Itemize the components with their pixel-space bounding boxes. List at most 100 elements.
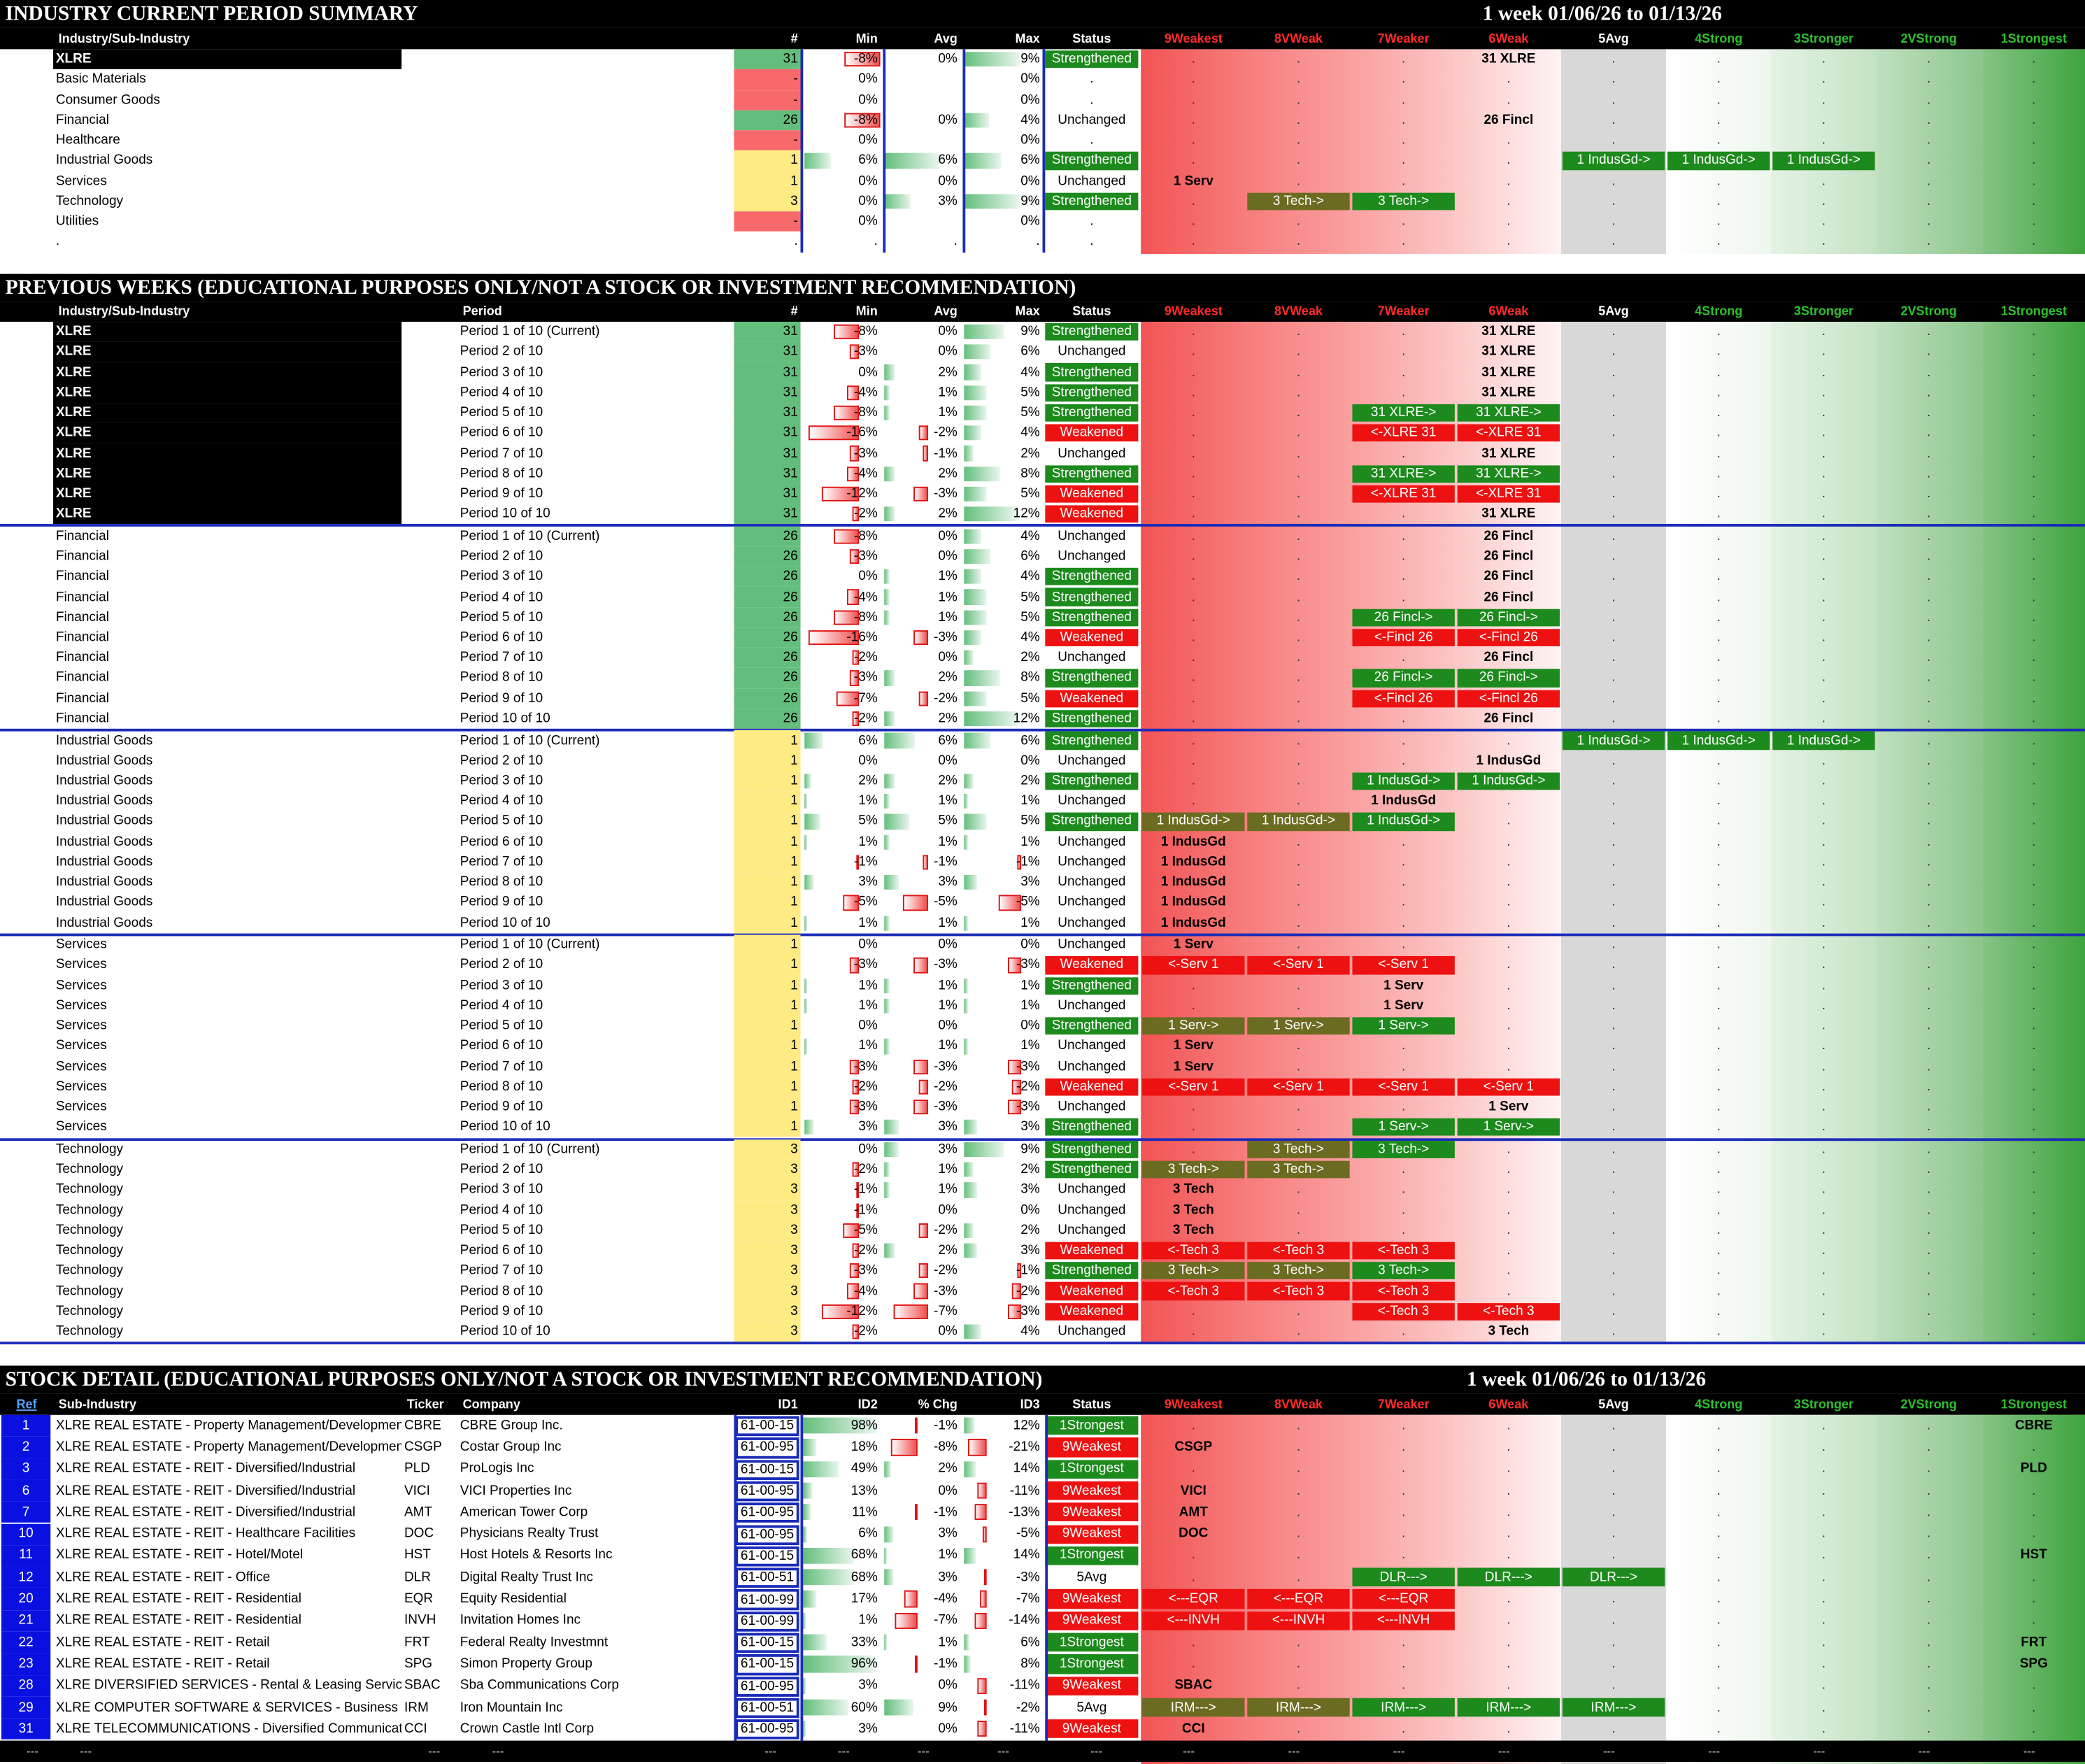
period-label: Period 5 of 10 bbox=[460, 1223, 543, 1238]
max-value: 0% bbox=[1020, 173, 1040, 189]
status-cell: Strengthened bbox=[1045, 1160, 1139, 1179]
ref-number[interactable]: 22 bbox=[1, 1631, 51, 1653]
status-cell: Strengthened bbox=[1045, 568, 1139, 586]
bucket-empty-dot: . bbox=[1296, 549, 1301, 564]
ref-number[interactable]: 20 bbox=[1, 1588, 51, 1610]
bucket-header: 2VStrong bbox=[1900, 304, 1957, 320]
id2-value: 68% bbox=[851, 1570, 878, 1585]
bucket-empty-dot: . bbox=[1402, 92, 1406, 108]
period-label: Period 3 of 10 bbox=[460, 365, 543, 380]
avg-bar bbox=[913, 958, 929, 973]
max-value: 9% bbox=[1020, 194, 1040, 209]
avg-value bbox=[881, 130, 960, 150]
company-name: Invitation Homes Inc bbox=[460, 1613, 581, 1628]
ref-header-link[interactable]: Ref bbox=[16, 1397, 37, 1412]
bucket-empty-dot: . bbox=[1716, 855, 1721, 870]
min-value: -8% bbox=[853, 405, 878, 420]
min-value: -4% bbox=[853, 466, 878, 481]
bucket-empty-dot: . bbox=[1296, 1526, 1301, 1542]
ref-number[interactable]: 23 bbox=[1, 1653, 51, 1675]
chg-bar bbox=[884, 1569, 895, 1586]
ticker: SBAC bbox=[404, 1678, 441, 1693]
max-bar bbox=[964, 998, 969, 1013]
bucket-empty-dot: . bbox=[1716, 650, 1721, 666]
bucket-empty-dot: . bbox=[1926, 774, 1931, 789]
bucket-empty-dot: . bbox=[1716, 234, 1721, 250]
count-cell: 1 bbox=[734, 1117, 801, 1138]
bucket-empty-dot: . bbox=[1611, 1324, 1616, 1339]
ref-number[interactable]: 31 bbox=[1, 1718, 51, 1740]
group-separator bbox=[0, 933, 2085, 937]
bucket-empty-dot: . bbox=[2032, 1243, 2036, 1258]
period-label: Period 5 of 10 bbox=[460, 405, 543, 420]
bucket-empty-dot: . bbox=[1821, 345, 1826, 360]
bucket-empty-dot: . bbox=[1821, 1613, 1826, 1628]
ref-number[interactable]: 7 bbox=[1, 1501, 51, 1523]
bucket-empty-dot: . bbox=[1926, 52, 1931, 67]
status-cell: 9Weakest bbox=[1045, 1437, 1139, 1457]
bucket-cell: <-Tech 3 bbox=[1247, 1242, 1350, 1260]
bucket-empty-dot: . bbox=[1611, 1635, 1616, 1650]
ref-number[interactable]: 28 bbox=[1, 1674, 51, 1697]
bucket-empty-dot: . bbox=[1926, 1324, 1931, 1339]
min-bar bbox=[804, 834, 808, 850]
ref-number[interactable]: 11 bbox=[1, 1544, 51, 1567]
min-value: -2% bbox=[853, 711, 878, 726]
avg-value: 0% bbox=[938, 1202, 958, 1218]
bucket-empty-dot: . bbox=[1611, 916, 1616, 931]
min-value: -7% bbox=[853, 691, 878, 706]
id2-bar bbox=[803, 1504, 811, 1521]
avg-bar bbox=[884, 589, 890, 605]
max-value: 9% bbox=[1020, 52, 1040, 67]
bucket-empty-dot: . bbox=[1402, 834, 1406, 850]
status-cell: 9Weakest bbox=[1045, 1589, 1139, 1609]
status-cell: Strengthened bbox=[1045, 1017, 1139, 1035]
min-value: 6% bbox=[858, 733, 878, 748]
ref-number[interactable]: 3 bbox=[1, 1458, 51, 1480]
period-row: Financial Period 8 of 10 26 -3% 2% 8% Strength… bbox=[0, 668, 2085, 689]
summary-title: INDUSTRY CURRENT PERIOD SUMMARY bbox=[5, 1, 418, 25]
avg-bar bbox=[884, 794, 890, 809]
ref-number[interactable]: 29 bbox=[1, 1696, 51, 1719]
min-bar bbox=[853, 711, 860, 727]
sub-industry: XLRE DIVERSIFIED SERVICES - Rental & Lea… bbox=[55, 1678, 402, 1693]
ref-number[interactable]: 21 bbox=[1, 1609, 51, 1632]
period-row: Financial Period 1 of 10 (Current) 26 -8% 0%… bbox=[0, 526, 2085, 547]
min-value: 5% bbox=[858, 814, 878, 830]
avg-value: 0% bbox=[938, 325, 958, 339]
bucket-empty-dot: . bbox=[1611, 1656, 1616, 1672]
status-cell: Unchanged bbox=[1058, 650, 1126, 666]
stock-row: 23 XLRE REAL ESTATE - REIT - Retail SPG Sim… bbox=[0, 1653, 2085, 1675]
ref-number[interactable]: 6 bbox=[1, 1479, 51, 1502]
period-label: Period 4 of 10 bbox=[460, 1202, 543, 1218]
bucket-empty-dot: . bbox=[1507, 72, 1511, 87]
bucket-empty-dot: . bbox=[1507, 1613, 1511, 1628]
bucket-empty-dot: . bbox=[1926, 1418, 1931, 1433]
ref-number[interactable]: 2 bbox=[1, 1436, 51, 1458]
ref-number[interactable]: 12 bbox=[1, 1566, 51, 1588]
ticker: DLR bbox=[404, 1570, 432, 1585]
min-bar bbox=[855, 1182, 860, 1197]
count-cell: 31 bbox=[734, 463, 801, 484]
bucket-cell: 3 Tech bbox=[1172, 1182, 1214, 1197]
bucket-empty-dot: . bbox=[1191, 1461, 1195, 1477]
bucket-empty-dot: . bbox=[1296, 446, 1301, 461]
bucket-empty-dot: . bbox=[2032, 365, 2036, 380]
min-bar bbox=[853, 1079, 860, 1095]
bucket-empty-dot: . bbox=[1716, 1656, 1721, 1672]
bucket-empty-dot: . bbox=[2032, 1526, 2036, 1542]
id3-bar bbox=[975, 1504, 987, 1521]
ref-number[interactable]: 10 bbox=[1, 1523, 51, 1545]
bucket-empty-dot: . bbox=[1926, 1505, 1931, 1520]
bucket-empty-dot: . bbox=[1402, 1505, 1406, 1520]
bucket-cell: IRM---> bbox=[1457, 1698, 1560, 1717]
bucket-cell: SBAC bbox=[1174, 1678, 1213, 1693]
avg-value: 0% bbox=[938, 345, 958, 360]
industry-name: Technology bbox=[55, 1141, 124, 1157]
summary-row: Utilities -0% 0%.......... bbox=[0, 211, 2085, 232]
count-cell: 26 bbox=[734, 668, 801, 689]
bucket-empty-dot: . bbox=[1926, 1039, 1931, 1054]
period-row: Financial Period 2 of 10 26 -3% 0% 6% Unchange… bbox=[0, 546, 2085, 567]
id2-value: 68% bbox=[851, 1548, 878, 1563]
ref-number[interactable]: 1 bbox=[1, 1414, 51, 1437]
